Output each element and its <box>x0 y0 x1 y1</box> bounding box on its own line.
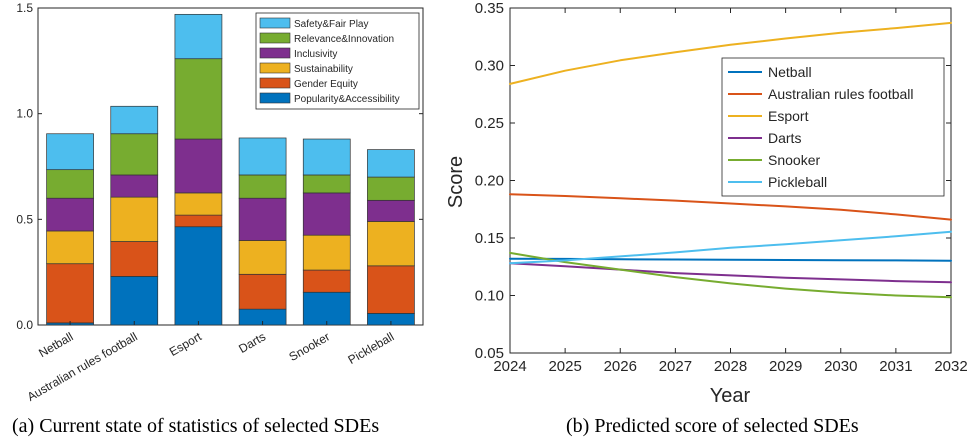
bar-gender-equity <box>110 241 159 277</box>
left-xtick-label: Esport <box>167 329 205 359</box>
line-esport <box>509 21 952 85</box>
legend-label-snooker: Snooker <box>768 152 820 168</box>
bar-gender-equity <box>367 265 415 314</box>
line-australian-rules-football <box>509 193 952 221</box>
right-xtick-label: 2028 <box>714 358 747 375</box>
legend-swatch-sustainability <box>259 62 291 74</box>
bar-gender-equity <box>174 214 223 228</box>
legend-label-australian-rules-football: Australian rules football <box>768 86 914 102</box>
left-ytick-label: 0.5 <box>16 212 33 226</box>
right-ytick-label: 0.15 <box>475 230 504 247</box>
line-darts <box>509 262 952 284</box>
right-ytick-label: 0.20 <box>475 173 504 190</box>
bar-inclusivity <box>174 138 223 194</box>
bar-gender-equity <box>238 273 287 310</box>
right-ylabel: Score <box>445 156 467 208</box>
bar-sustainability <box>302 234 351 271</box>
legend-label-darts: Darts <box>768 130 801 146</box>
legend-swatch-inclusivity <box>259 47 291 59</box>
right-plot-area: 0.05 0.10 0.15 0.20 0.25 0.30 0.35 2024 2025 2026… <box>475 0 968 375</box>
right-xtick-label: 2025 <box>548 358 581 375</box>
left-xtick-label: Pickleball <box>346 329 397 366</box>
bar-gender-equity <box>46 263 94 324</box>
bar-safety-fair-play <box>46 133 94 171</box>
legend-label-relevance-innovation: Relevance&Innovation <box>294 34 394 45</box>
legend-swatch-popularity-accessibility <box>259 92 291 104</box>
left-caption: (a) Current state of statistics of selec… <box>12 415 379 437</box>
line-snooker <box>509 251 952 299</box>
left-ytick-label: 0.0 <box>16 318 33 332</box>
bar-inclusivity <box>46 197 94 232</box>
right-ytick-label: 0.10 <box>475 288 504 305</box>
bar-gender-equity <box>302 269 351 293</box>
bar-inclusivity <box>302 192 351 236</box>
bar-relevance-innovation <box>302 174 351 194</box>
line-pickleball <box>509 230 952 265</box>
bar-relevance-innovation <box>174 58 223 140</box>
bar-inclusivity <box>367 199 415 222</box>
right-xtick-label: 2030 <box>824 358 857 375</box>
left-xtick-label: Snooker <box>287 329 333 363</box>
bar-safety-fair-play <box>174 13 223 60</box>
right-ytick-label: 0.30 <box>475 58 504 75</box>
right-legend-box <box>721 57 945 197</box>
left-xtick-label: Darts <box>236 329 268 355</box>
legend-swatch-gender-equity <box>259 77 291 89</box>
right-legend: Netball Australian rules football Esport Da… <box>721 57 945 197</box>
right-xtick-label: 2032 <box>934 358 967 375</box>
left-xtick-label: Netball <box>36 329 75 360</box>
bar-popularity-accessibility <box>174 226 223 326</box>
legend-label-popularity-accessibility: Popularity&Accessibility <box>294 94 400 105</box>
bar-sustainability <box>46 230 94 265</box>
right-xtick-label: 2031 <box>879 358 912 375</box>
right-ytick-label: 0.25 <box>475 115 504 132</box>
bar-sustainability <box>367 221 415 267</box>
right-ytick-label: 0.35 <box>475 0 504 17</box>
legend-swatch-relevance-innovation <box>259 32 291 44</box>
left-ytick-label: 1.5 <box>16 1 33 15</box>
legend-label-safety-fair-play: Safety&Fair Play <box>294 19 368 30</box>
bar-safety-fair-play <box>367 149 415 178</box>
legend-label-sustainability: Sustainability <box>294 64 353 75</box>
right-xtick-label: 2026 <box>604 358 637 375</box>
bar-safety-fair-play <box>110 105 159 135</box>
legend-label-netball: Netball <box>768 64 812 80</box>
right-xtick-label: 2029 <box>769 358 802 375</box>
bar-relevance-innovation <box>110 133 159 176</box>
right-ytick-label: 0.05 <box>475 345 504 362</box>
legend-swatch-safety-fair-play <box>259 17 291 29</box>
legend-label-esport: Esport <box>768 108 809 124</box>
legend-label-inclusivity: Inclusivity <box>294 49 337 60</box>
bar-popularity-accessibility <box>302 291 351 326</box>
bar-relevance-innovation <box>367 176 415 201</box>
bar-sustainability <box>174 192 223 216</box>
left-legend: Safety&Fair Play Relevance&Innovation Incl… <box>255 12 420 110</box>
left-xtick-label: Australian rules football <box>25 329 140 403</box>
bar-sustainability <box>238 240 287 275</box>
bar-relevance-innovation <box>238 174 287 199</box>
left-ytick-label: 1.0 <box>16 107 33 121</box>
legend-label-gender-equity: Gender Equity <box>294 79 358 90</box>
right-xtick-label: 2024 <box>493 358 526 375</box>
right-caption: (b) Predicted score of selected SDEs <box>566 415 859 437</box>
bar-safety-fair-play <box>302 138 351 176</box>
bar-relevance-innovation <box>46 169 94 199</box>
bar-inclusivity <box>238 197 287 241</box>
bar-sustainability <box>110 196 159 242</box>
bar-safety-fair-play <box>238 137 287 176</box>
right-xtick-label: 2027 <box>659 358 692 375</box>
right-xlabel: Year <box>710 385 751 407</box>
legend-label-pickleball: Pickleball <box>768 174 827 190</box>
bar-popularity-accessibility <box>110 276 159 326</box>
bar-inclusivity <box>110 174 159 198</box>
